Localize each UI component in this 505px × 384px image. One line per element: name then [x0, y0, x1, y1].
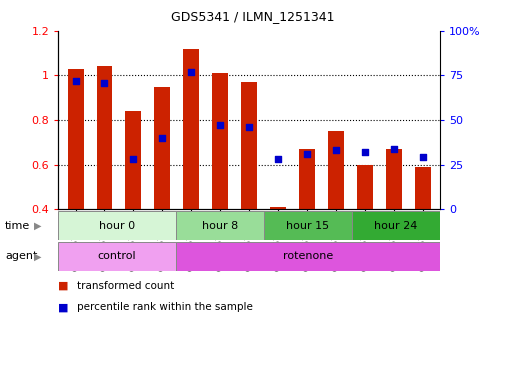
- Text: ■: ■: [58, 302, 69, 312]
- Bar: [68, 69, 83, 209]
- Text: transformed count: transformed count: [77, 281, 174, 291]
- Bar: [175, 242, 439, 271]
- Point: [158, 135, 166, 141]
- Text: hour 24: hour 24: [374, 220, 417, 231]
- Text: percentile rank within the sample: percentile rank within the sample: [77, 302, 253, 312]
- Text: GDS5341 / ILMN_1251341: GDS5341 / ILMN_1251341: [171, 10, 334, 23]
- Point: [129, 156, 137, 162]
- Point: [302, 151, 311, 157]
- Point: [360, 149, 368, 155]
- Bar: [385, 149, 401, 209]
- Point: [100, 79, 109, 86]
- Bar: [212, 73, 228, 209]
- Bar: [298, 149, 315, 209]
- Text: hour 8: hour 8: [201, 220, 237, 231]
- Bar: [327, 131, 343, 209]
- Bar: [270, 207, 285, 209]
- Point: [71, 78, 79, 84]
- Point: [389, 146, 397, 152]
- Bar: [183, 48, 199, 209]
- Bar: [154, 86, 170, 209]
- Bar: [125, 111, 141, 209]
- Text: ▶: ▶: [34, 220, 42, 231]
- Point: [245, 124, 253, 130]
- Bar: [58, 242, 175, 271]
- Point: [418, 154, 426, 161]
- Bar: [58, 211, 175, 240]
- Text: control: control: [97, 251, 136, 262]
- Bar: [241, 82, 257, 209]
- Bar: [351, 211, 439, 240]
- Bar: [414, 167, 430, 209]
- Text: ▶: ▶: [34, 251, 42, 262]
- Text: hour 15: hour 15: [286, 220, 329, 231]
- Text: rotenone: rotenone: [282, 251, 332, 262]
- Point: [216, 122, 224, 128]
- Bar: [357, 165, 372, 209]
- Point: [274, 156, 282, 162]
- Point: [331, 147, 339, 154]
- Bar: [96, 66, 112, 209]
- Text: time: time: [5, 220, 30, 231]
- Text: hour 0: hour 0: [98, 220, 135, 231]
- Text: ■: ■: [58, 281, 69, 291]
- Bar: [264, 211, 351, 240]
- Text: agent: agent: [5, 251, 37, 262]
- Bar: [175, 211, 264, 240]
- Point: [187, 69, 195, 75]
